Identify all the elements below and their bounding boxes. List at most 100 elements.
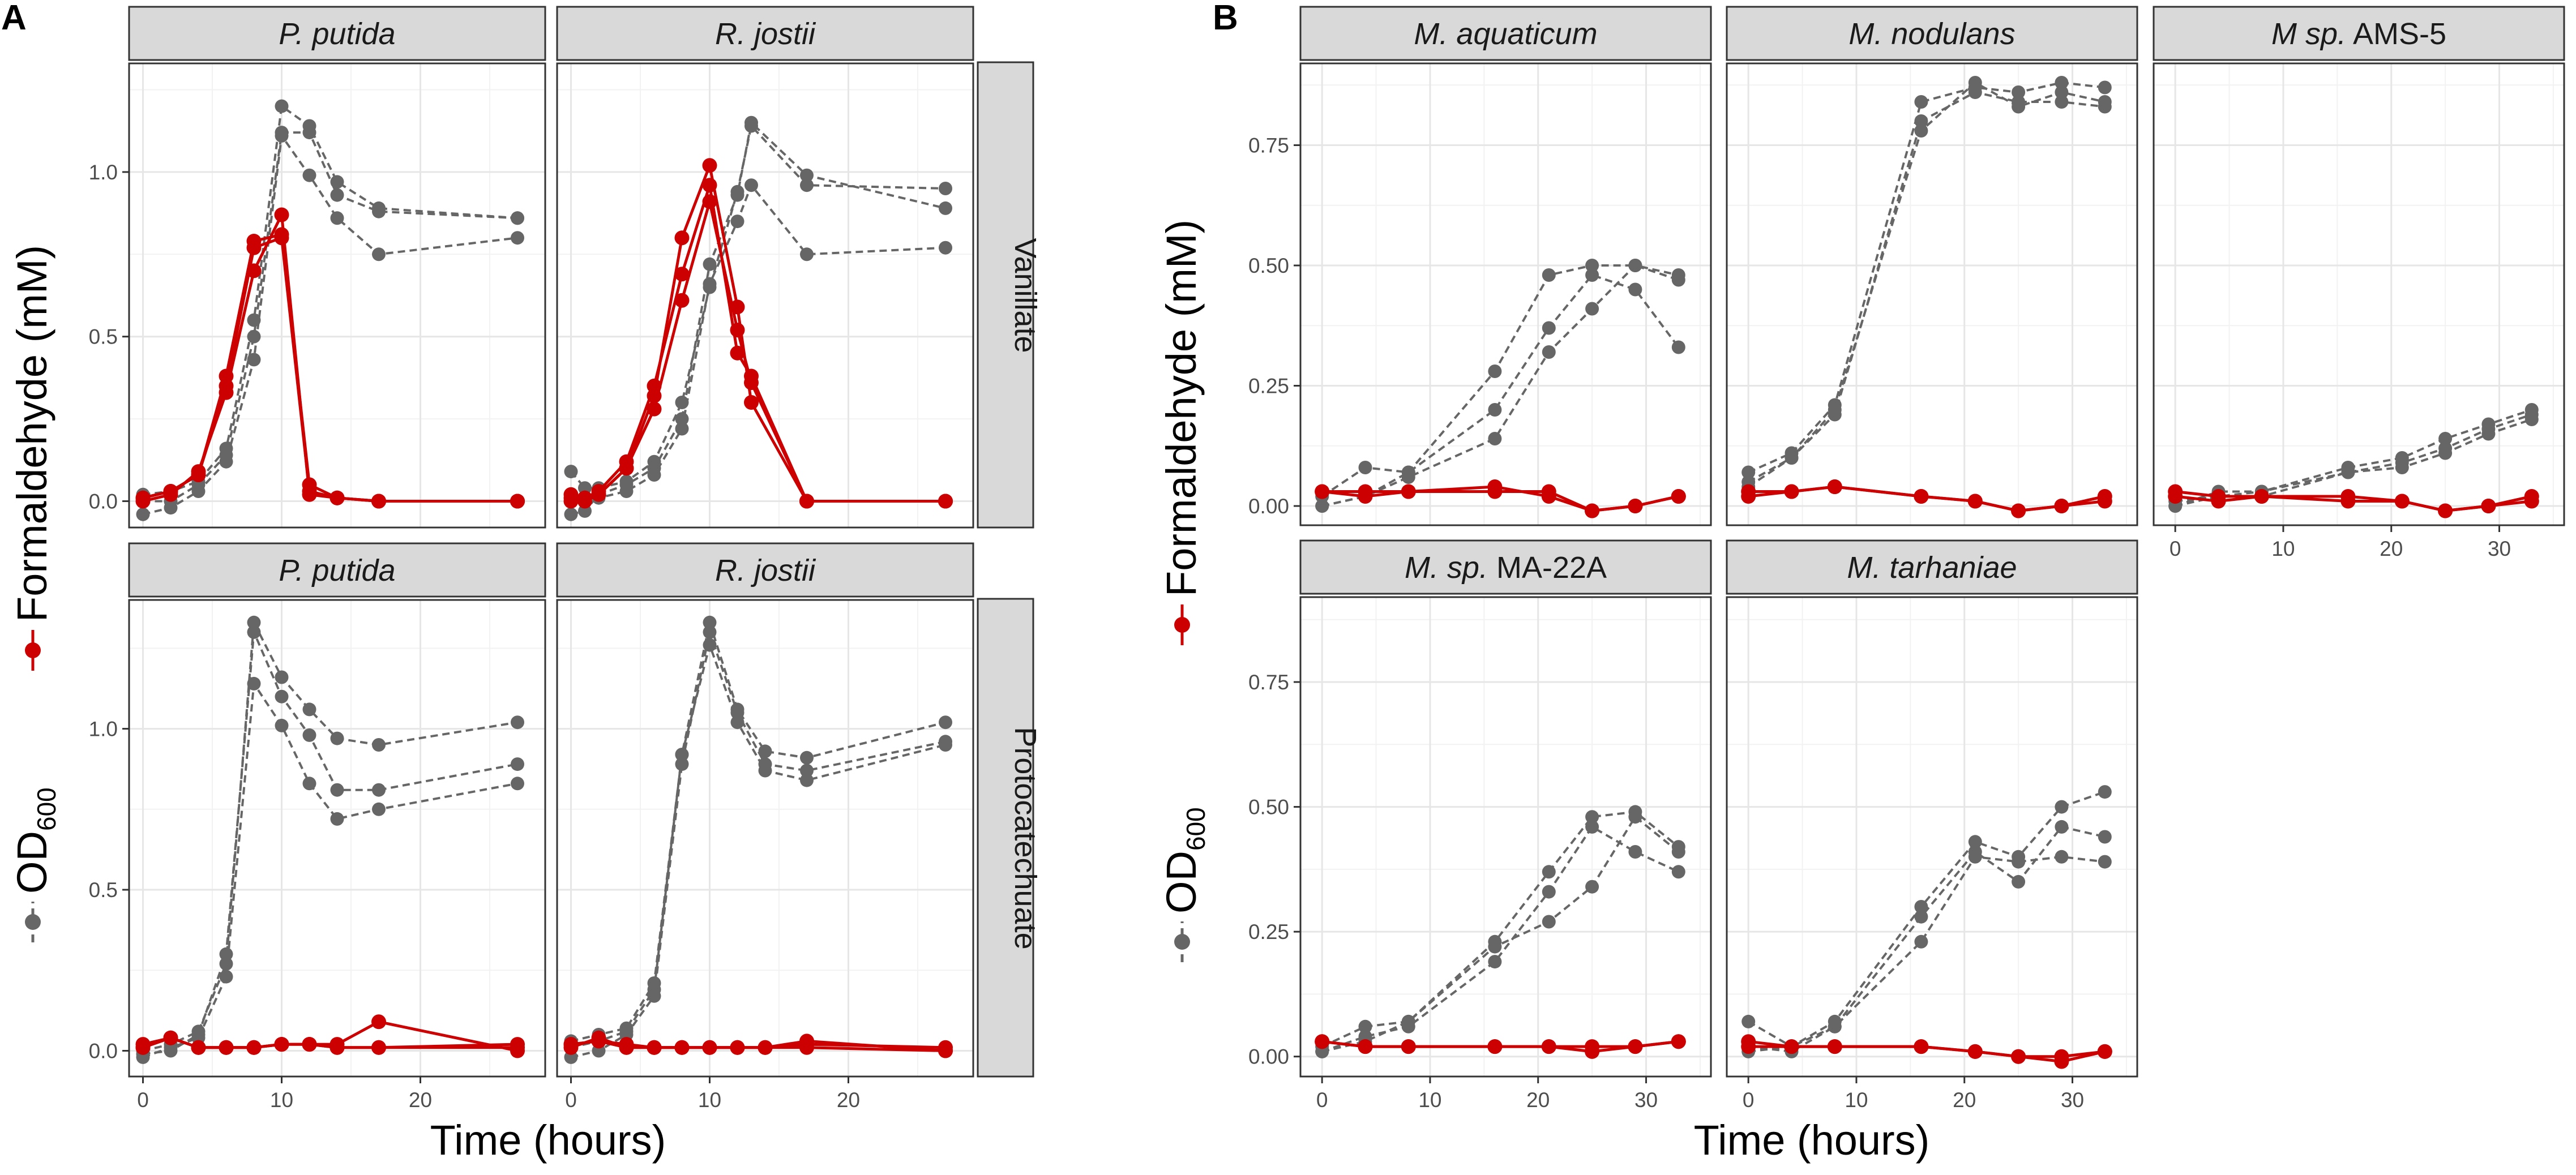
- data-point: [1914, 910, 1928, 924]
- strip-label-b-mnodulans: M. nodulans: [1848, 17, 2015, 51]
- x-axis-title-a: Time (hours): [430, 1117, 666, 1164]
- data-point: [1967, 1044, 1983, 1059]
- data-point: [1968, 850, 1982, 864]
- data-point: [647, 468, 661, 482]
- data-point: [2168, 489, 2183, 504]
- data-point: [1358, 484, 1373, 499]
- data-point: [619, 1037, 634, 1052]
- data-point: [619, 461, 634, 476]
- data-point: [302, 702, 316, 717]
- strip-b-mnodulans: [1726, 6, 2138, 61]
- data-point: [2097, 494, 2112, 509]
- data-point: [939, 715, 952, 730]
- series-formaldehyde-b-msp-ma22a-4: [1315, 1034, 1686, 1054]
- data-point: [703, 277, 717, 291]
- y-tick-label: 1.0: [89, 161, 118, 184]
- data-point: [371, 494, 386, 509]
- data-point: [1542, 885, 1556, 899]
- series-line: [2175, 409, 2532, 507]
- data-point: [246, 240, 262, 255]
- x-tick-label: 20: [1953, 1088, 1976, 1112]
- data-point: [938, 494, 953, 509]
- data-point: [799, 494, 814, 509]
- data-point: [1628, 499, 1643, 513]
- panel-a-pputida-vanillate: P. putida 0.0 0.5 1.0: [89, 6, 546, 529]
- series-line: [1321, 815, 1680, 1053]
- data-point: [744, 115, 758, 130]
- series-formaldehyde-b-maquaticum-4: [1315, 479, 1686, 518]
- data-point: [1784, 1039, 1799, 1054]
- x-tick-label: 10: [698, 1088, 721, 1112]
- data-point: [2055, 85, 2069, 99]
- data-point: [2055, 850, 2069, 864]
- data-point: [1741, 1039, 1756, 1054]
- data-point: [800, 178, 814, 192]
- series-formaldehyde-a-pputida-vanillate-5: [135, 230, 525, 509]
- series-formaldehyde-b-msp-ams5-4: [2168, 489, 2539, 518]
- y-axis-title-b: OD600 Formaldehyde (mM): [1158, 220, 1210, 962]
- x-axis-title-b: Time (hours): [1694, 1117, 1930, 1164]
- data-point: [1542, 268, 1556, 282]
- data-point: [302, 1037, 317, 1052]
- series-line: [571, 617, 946, 1043]
- data-point: [1488, 432, 1502, 445]
- panel-a-rjostii-protocatechuate: R. jostii Protocatechuate 0 10 20: [556, 542, 1042, 1112]
- data-point: [1542, 865, 1556, 879]
- data-point: [1741, 465, 1756, 479]
- data-point: [1401, 1039, 1416, 1054]
- data-point: [2012, 100, 2026, 114]
- data-point: [2098, 95, 2112, 109]
- data-point: [2211, 494, 2226, 509]
- data-point: [730, 215, 744, 229]
- y-tick-label: 0.0: [89, 1039, 118, 1062]
- data-point: [163, 1030, 178, 1045]
- panels-layer: P. putida 0.0 0.5 1.0 R. jostii Vanillate P. p…: [89, 6, 2565, 1112]
- data-point: [275, 718, 289, 732]
- data-point: [800, 751, 814, 765]
- data-point: [219, 947, 233, 961]
- series-line: [1321, 264, 1679, 507]
- data-point: [2011, 1049, 2026, 1064]
- data-point: [510, 1037, 525, 1052]
- series-line: [1748, 855, 2106, 1053]
- data-point: [1671, 865, 1685, 879]
- series-formaldehyde-b-mtarhaniae-4: [1741, 1039, 2112, 1069]
- strip-label-a-pputida-vanillate: P. putida: [279, 17, 395, 51]
- data-point: [1585, 302, 1599, 316]
- data-point: [1827, 479, 1842, 494]
- data-point: [1488, 940, 1502, 954]
- data-point: [1628, 845, 1642, 859]
- data-point: [1585, 503, 1600, 518]
- data-point: [275, 126, 289, 140]
- data-point: [564, 507, 578, 521]
- data-point: [1968, 85, 1982, 99]
- data-point: [1671, 340, 1685, 354]
- data-point: [619, 1024, 634, 1039]
- data-point: [2098, 80, 2112, 95]
- data-point: [2395, 461, 2409, 474]
- data-point: [330, 490, 345, 505]
- series-line: [1321, 264, 1679, 498]
- data-point: [372, 783, 386, 797]
- data-point: [939, 738, 952, 752]
- data-point: [2055, 95, 2069, 109]
- data-point: [164, 1044, 178, 1058]
- data-point: [1358, 1039, 1373, 1054]
- data-point: [1315, 499, 1329, 513]
- data-point: [275, 689, 289, 704]
- data-point: [730, 715, 744, 730]
- data-point: [799, 1040, 814, 1055]
- strip-label-a-pputida-protocatechuate: P. putida: [279, 554, 395, 588]
- data-point: [510, 494, 525, 509]
- data-point: [1741, 1014, 1756, 1028]
- facet-label-protocatechuate: Protocatechuate: [1008, 727, 1042, 949]
- x-tick-label: 10: [1418, 1088, 1441, 1112]
- data-point: [1968, 76, 1982, 89]
- data-point: [702, 194, 717, 209]
- data-point: [191, 468, 206, 482]
- data-point: [1827, 1039, 1842, 1054]
- legend-formaldehyde-icon-b: [1174, 604, 1190, 645]
- legend-od600-icon-b: [1174, 921, 1190, 962]
- data-point: [1671, 268, 1685, 282]
- data-point: [1487, 479, 1503, 494]
